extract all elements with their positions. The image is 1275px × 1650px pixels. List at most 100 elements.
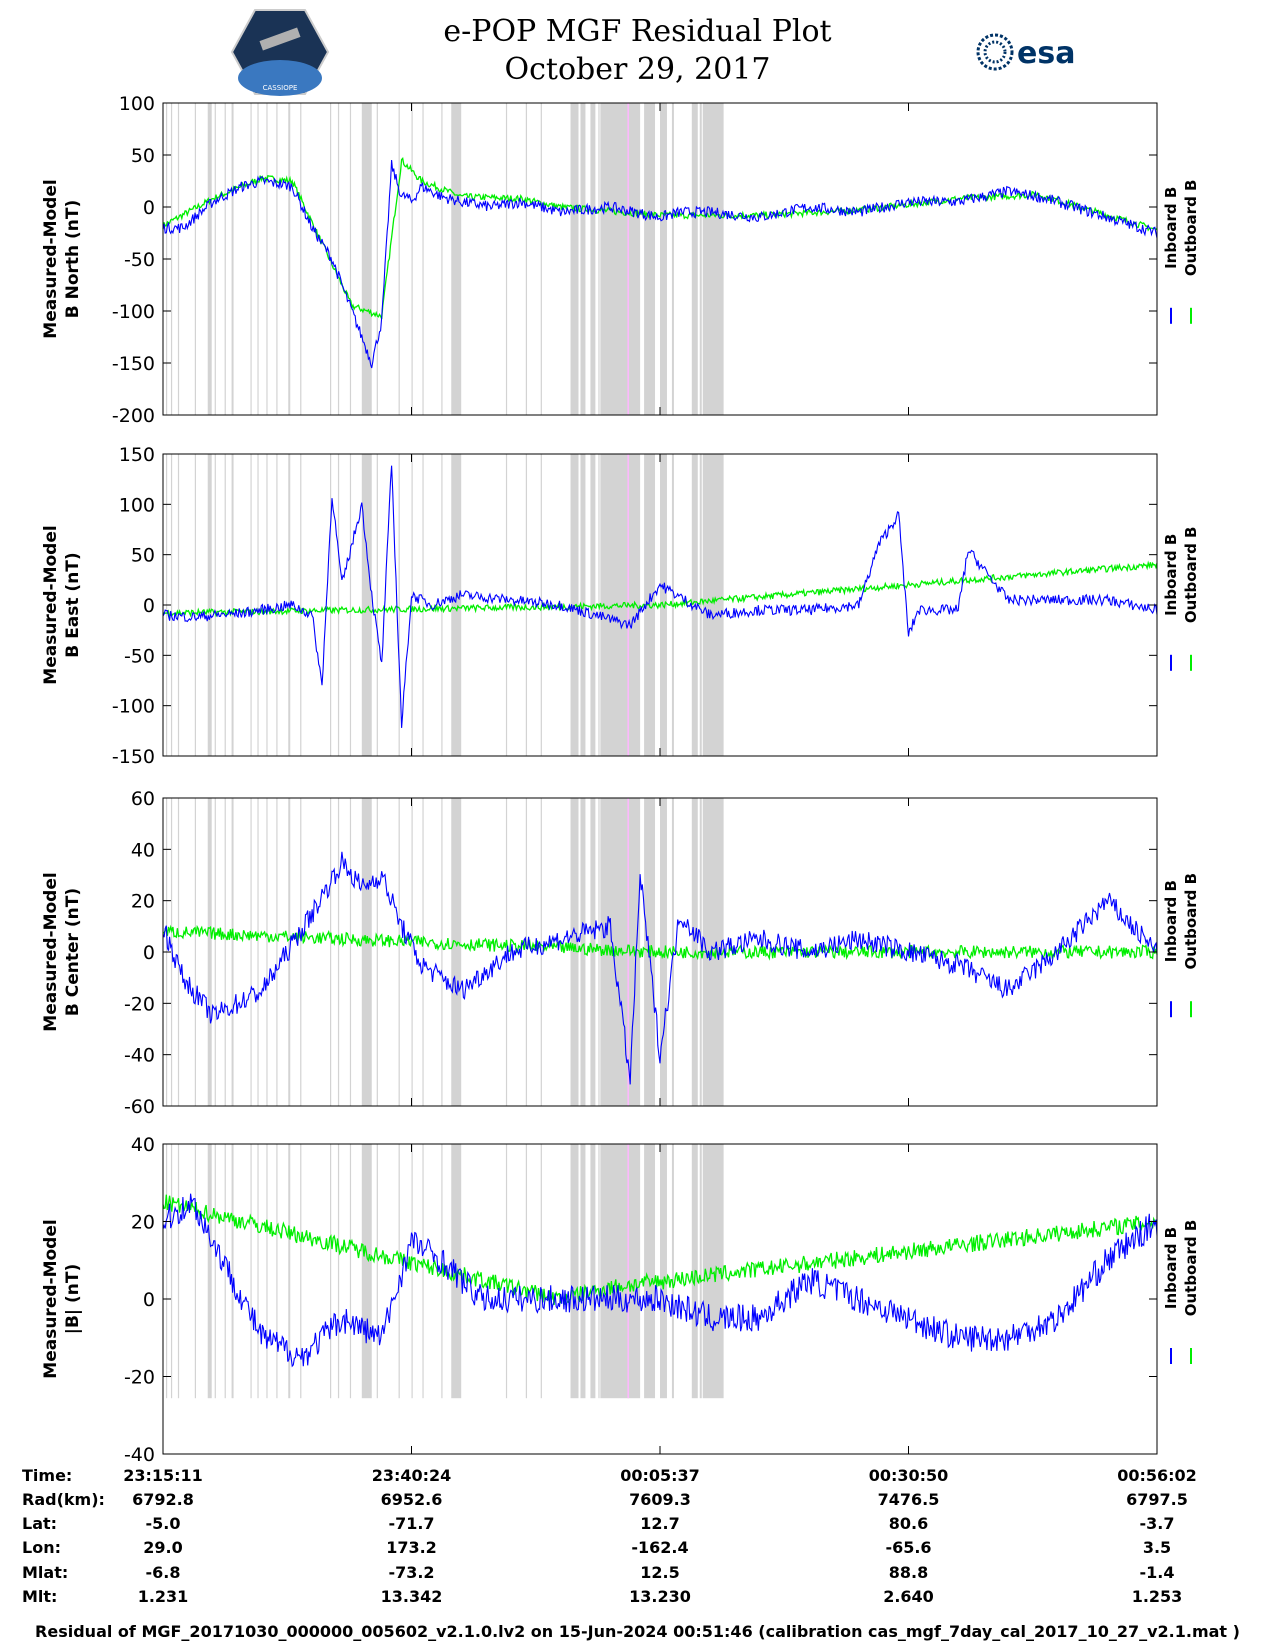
gap-band bbox=[207, 454, 212, 756]
gap-band bbox=[398, 1144, 400, 1399]
gap-band bbox=[300, 798, 302, 1106]
table-cell: 88.8 bbox=[888, 1563, 929, 1582]
table-row-label: Lon: bbox=[22, 1538, 61, 1557]
y-tick-label: -40 bbox=[124, 1045, 155, 1067]
gap-band bbox=[349, 1144, 352, 1399]
y-tick-label: -150 bbox=[112, 353, 155, 375]
gap-band bbox=[300, 1144, 302, 1399]
table-cell: 00:05:37 bbox=[620, 1466, 700, 1485]
gap-band bbox=[266, 454, 268, 756]
y-tick-label: -200 bbox=[112, 405, 155, 427]
legend-label-outboard: Outboard B bbox=[1182, 180, 1200, 277]
y-tick-label: 0 bbox=[143, 595, 155, 617]
gap-band bbox=[266, 798, 268, 1106]
gap-band bbox=[257, 103, 259, 415]
gap-band bbox=[671, 454, 674, 756]
esa-logo-text: esa bbox=[1017, 36, 1075, 71]
gap-band bbox=[231, 454, 234, 756]
gap-band bbox=[207, 1144, 212, 1399]
table-cell: 80.6 bbox=[888, 1514, 929, 1533]
gap-band bbox=[329, 798, 332, 1106]
y-axis-label: Measured-Model bbox=[41, 179, 61, 338]
y-axis-label: B North (nT) bbox=[63, 200, 83, 319]
gap-band bbox=[165, 1144, 168, 1399]
gap-band bbox=[505, 1144, 508, 1399]
table-cell: 23:15:11 bbox=[123, 1466, 203, 1485]
gap-band bbox=[361, 1144, 372, 1399]
chart-title: e-POP MGF Residual Plot bbox=[443, 14, 832, 49]
gap-band bbox=[540, 454, 542, 756]
gap-band bbox=[376, 454, 378, 756]
gap-band bbox=[525, 798, 528, 1106]
gap-band bbox=[644, 1144, 656, 1399]
gap-band bbox=[525, 1144, 528, 1399]
table-cell: 2.640 bbox=[883, 1587, 934, 1606]
gap-band bbox=[337, 1144, 340, 1399]
table-cell: -3.7 bbox=[1139, 1514, 1175, 1533]
y-tick-label: -150 bbox=[112, 746, 155, 768]
table-cell: -73.2 bbox=[388, 1563, 435, 1582]
table-cell: 3.5 bbox=[1142, 1538, 1172, 1557]
cassiope-logo-text: CASSIOPE bbox=[263, 84, 298, 92]
gap-band bbox=[349, 103, 352, 415]
gap-band bbox=[702, 103, 724, 415]
outboard-b-trace bbox=[162, 560, 1158, 618]
table-cell: 12.5 bbox=[640, 1563, 680, 1582]
gap-band bbox=[276, 798, 278, 1106]
gap-band bbox=[214, 1144, 216, 1399]
gap-band bbox=[699, 1144, 702, 1399]
gap-band bbox=[570, 1144, 579, 1399]
table-cell: 12.7 bbox=[640, 1514, 680, 1533]
gap-band bbox=[257, 798, 259, 1106]
gap-band bbox=[376, 103, 378, 415]
table-cell: 7476.5 bbox=[877, 1490, 940, 1509]
table-cell: -6.8 bbox=[145, 1563, 181, 1582]
table-row-label: Mlt: bbox=[22, 1587, 58, 1606]
table-cell: 29.0 bbox=[143, 1538, 183, 1557]
gap-band bbox=[349, 454, 352, 756]
table-cell: 173.2 bbox=[386, 1538, 437, 1557]
gap-band bbox=[505, 454, 508, 756]
gap-band bbox=[257, 454, 259, 756]
gap-band bbox=[300, 103, 302, 415]
gap-band bbox=[214, 454, 216, 756]
gap-band bbox=[250, 798, 252, 1106]
y-tick-label: 100 bbox=[119, 494, 155, 516]
gap-band bbox=[598, 798, 600, 1106]
gap-band bbox=[598, 103, 600, 415]
gap-band bbox=[702, 1144, 724, 1399]
y-axis-label: |B| (nT) bbox=[63, 1264, 83, 1335]
gap-band bbox=[702, 454, 724, 756]
gap-band bbox=[361, 798, 372, 1106]
table-row-label: Rad(km): bbox=[22, 1490, 105, 1509]
gap-band bbox=[337, 103, 340, 415]
gap-band bbox=[170, 798, 173, 1106]
gap-band bbox=[376, 1144, 378, 1399]
y-tick-label: 0 bbox=[143, 942, 155, 964]
gap-band bbox=[422, 798, 424, 1106]
table-cell: 1.231 bbox=[137, 1587, 189, 1606]
gap-band bbox=[194, 1144, 197, 1399]
gap-band bbox=[177, 103, 180, 415]
gap-band bbox=[660, 1144, 667, 1399]
gap-band bbox=[170, 454, 173, 756]
y-axis-label: B East (nT) bbox=[63, 552, 83, 657]
y-tick-label: 50 bbox=[131, 145, 155, 167]
gap-band bbox=[570, 798, 579, 1106]
gap-band bbox=[170, 103, 173, 415]
gap-band bbox=[671, 103, 674, 415]
gap-band bbox=[177, 454, 180, 756]
gap-band bbox=[224, 103, 226, 415]
gap-band bbox=[451, 798, 462, 1106]
table-cell: 6792.8 bbox=[132, 1490, 194, 1509]
gap-band bbox=[505, 798, 508, 1106]
gap-band bbox=[570, 103, 579, 415]
table-cell: 7609.3 bbox=[629, 1490, 691, 1509]
gap-band bbox=[224, 454, 226, 756]
gap-band bbox=[214, 798, 216, 1106]
legend-label-inboard: Inboard B bbox=[1162, 880, 1180, 962]
gap-band bbox=[422, 103, 424, 415]
gap-band bbox=[441, 798, 443, 1106]
gap-band bbox=[451, 103, 462, 415]
